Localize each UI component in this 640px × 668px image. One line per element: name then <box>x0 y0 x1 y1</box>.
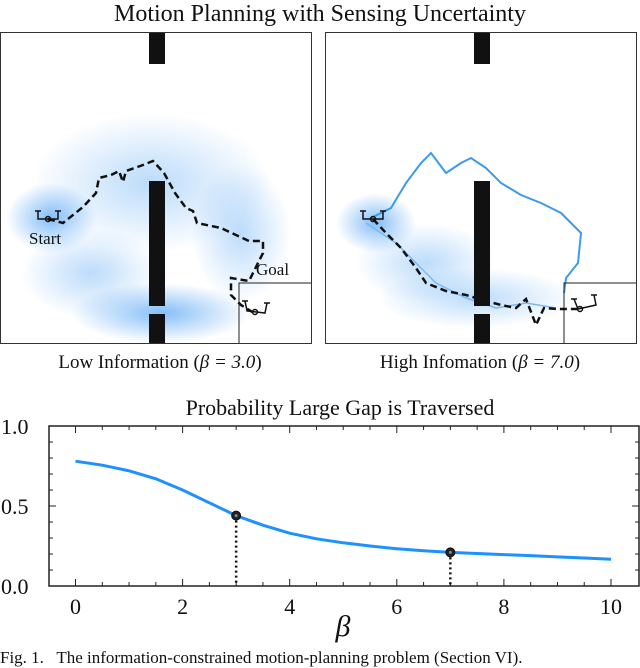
walls <box>474 33 490 343</box>
chart-title: Probability Large Gap is Traversed <box>185 395 495 420</box>
x-tick-label: 2 <box>177 594 188 619</box>
probability-chart: 0 2 4 6 8 10 0.0 0.5 1.0 β <box>1 420 640 643</box>
series-line <box>75 459 612 561</box>
x-tick-label: 4 <box>284 594 295 619</box>
y-tick-label: 0.5 <box>1 494 29 519</box>
high-information-panel <box>325 32 637 344</box>
x-tick-label: 10 <box>600 594 622 619</box>
robot-start-icon <box>360 210 386 223</box>
x-axis-label: β <box>335 610 351 643</box>
y-tick-label: 0.0 <box>1 574 29 599</box>
trajectory <box>47 159 265 315</box>
y-tick-label: 1.0 <box>1 420 29 439</box>
x-tick-label: 0 <box>70 594 81 619</box>
figure-caption: Fig. 1. The information-constrained moti… <box>0 648 523 667</box>
probability-heatmap <box>336 151 583 328</box>
robot-goal-icon <box>242 300 270 316</box>
robot-start-icon <box>35 210 61 223</box>
figure-title: Motion Planning with Sensing Uncertainty <box>114 1 526 27</box>
trajectory <box>372 218 578 329</box>
low-information-panel: Start Goal <box>0 32 312 344</box>
goal-label: Goal <box>256 260 290 279</box>
x-tick-label: 6 <box>391 594 402 619</box>
start-label: Start <box>29 229 62 248</box>
goal-region <box>238 282 311 343</box>
low-information-caption: Low Information (β = 3.0) <box>58 352 262 373</box>
plot-frame <box>48 425 640 587</box>
walls <box>149 33 165 343</box>
data-point-marker-center <box>448 550 452 554</box>
goal-region <box>563 282 636 343</box>
data-point-marker-center <box>234 514 238 518</box>
high-information-caption: High Infomation (β = 7.0) <box>379 352 581 373</box>
robot-goal-icon <box>571 294 597 313</box>
x-tick-label: 8 <box>498 594 509 619</box>
